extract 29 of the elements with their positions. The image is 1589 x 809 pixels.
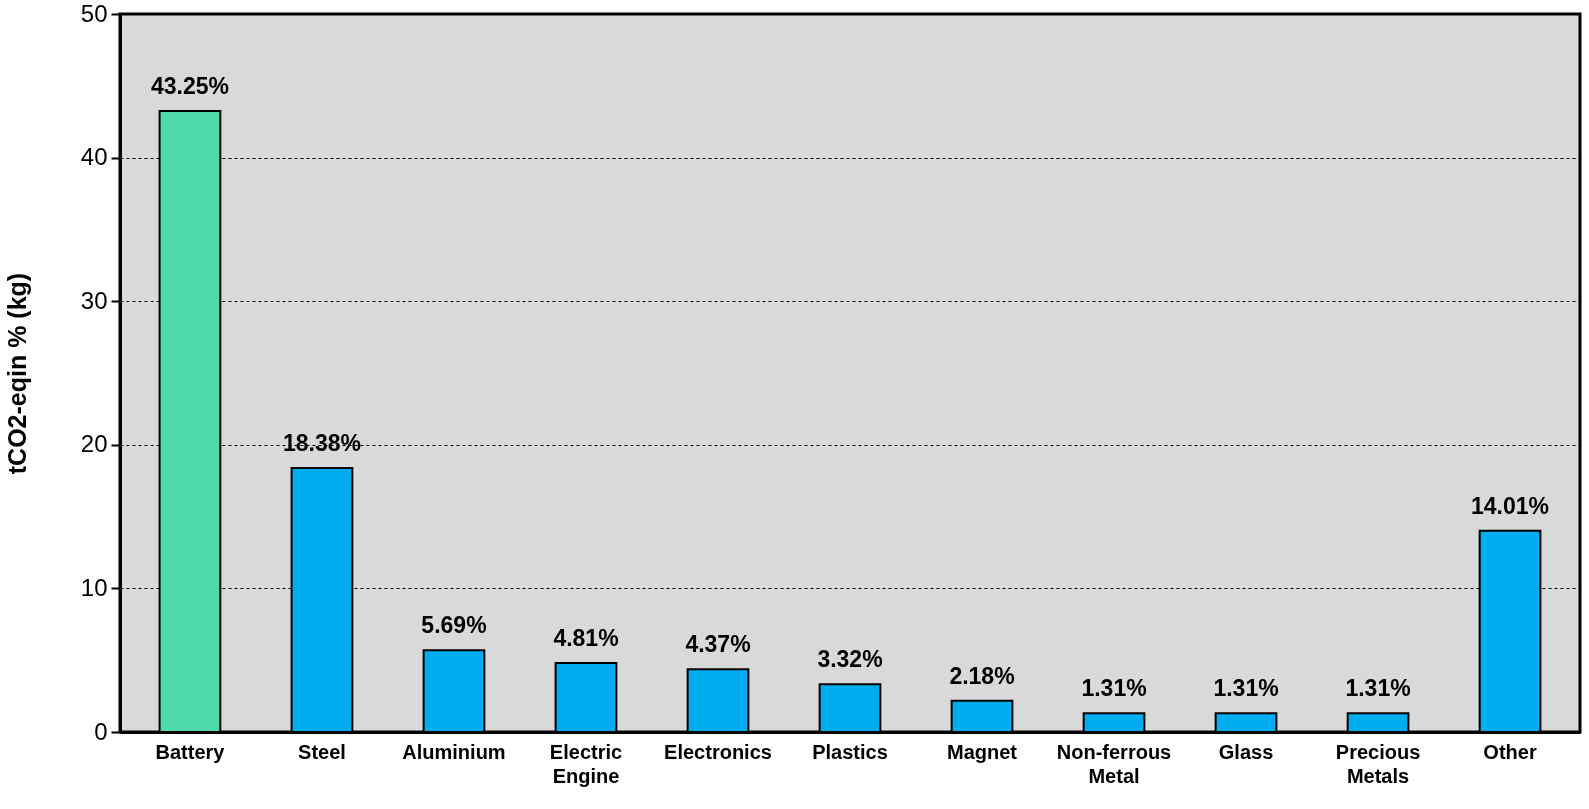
y-tick-label: 30 [80,286,108,314]
y-tick-label: 20 [80,430,108,458]
x-tick-label: Electric Engine [549,740,623,787]
x-tick-label: Battery [155,740,226,763]
x-tick-label: Non-ferrous Metal [1056,740,1172,787]
data-label: 5.69% [421,612,487,639]
y-tick-label: 50 [80,0,108,27]
data-label: 1.31% [1345,675,1411,702]
x-tick-label: Steel [298,740,346,763]
x-tick-label: Plastics [812,740,888,763]
data-label: 1.31% [1081,675,1147,702]
x-tick-label: Magnet [947,740,1018,763]
x-tick-label: Precious Metals [1335,740,1421,787]
data-label: 2.18% [949,662,1015,689]
y-tick-label: 10 [80,573,108,601]
data-label: 1.31% [1213,675,1279,702]
y-tick-label: 40 [80,143,108,171]
data-label: 4.37% [685,631,751,658]
data-label: 18.38% [282,430,361,457]
x-tick-label: Aluminium [402,740,506,763]
y-axis-title: tCO2-eqin % (kg) [2,272,31,475]
data-label: 4.81% [553,624,619,651]
x-tick-label: Other [1483,740,1537,763]
data-label: 3.32% [817,646,883,673]
y-tick-label: 0 [94,717,108,745]
data-label: 14.01% [1471,492,1550,519]
x-tick-label: Glass [1218,740,1274,763]
x-tick-label: Electronics [664,740,772,763]
data-label: 43.25% [150,72,229,99]
